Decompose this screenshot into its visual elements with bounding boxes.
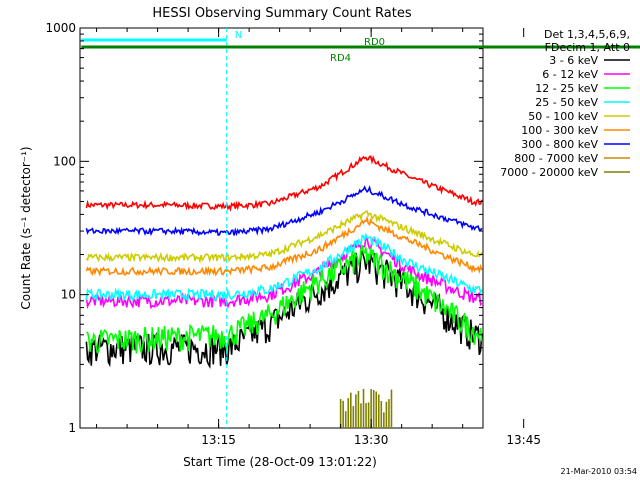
legend-label: 50 - 100 keV — [528, 110, 598, 123]
series-line-2 — [85, 236, 483, 310]
series-layer — [85, 155, 483, 428]
legend-header-line: Det 1,3,4,5,6,9, — [544, 28, 630, 41]
chart-title: HESSI Observing Summary Count Rates — [152, 6, 411, 21]
series-line-7 — [85, 185, 483, 237]
marker-layer: N RD0 RD4 — [81, 28, 640, 428]
y-tick-label: 1 — [68, 421, 76, 435]
x-tick-label: 13:45 — [506, 433, 541, 447]
x-axis-label: Start Time (28-Oct-09 13:01:22) — [183, 455, 377, 469]
y-tick-label: 1000 — [45, 21, 76, 35]
mode-bar-label: N — [235, 30, 242, 41]
footer-timestamp: 21-Mar-2010 03:54 — [561, 467, 638, 476]
legend: Det 1,3,4,5,6,9,FDecim 1, Att 03 - 6 keV… — [500, 28, 630, 179]
plot-frame — [79, 27, 484, 429]
legend-label: 25 - 50 keV — [535, 96, 598, 109]
legend-label: 6 - 12 keV — [542, 68, 598, 81]
legend-label: 800 - 7000 keV — [514, 152, 598, 165]
legend-header-line: FDecim 1, Att 0 — [545, 41, 630, 54]
legend-label: 300 - 800 keV — [521, 138, 598, 151]
x-tick-label: 13:30 — [354, 433, 389, 447]
y-tick-label: 100 — [53, 154, 76, 168]
legend-label: 100 - 300 keV — [521, 124, 598, 137]
series-line-3 — [86, 244, 483, 354]
legend-label: 3 - 6 keV — [549, 54, 598, 67]
legend-label: 12 - 25 keV — [535, 82, 598, 95]
mode-bar-label: RD4 — [330, 53, 351, 64]
series-line-6 — [85, 215, 483, 277]
series-line-4 — [85, 232, 483, 303]
y-axis-label: Count Rate (s⁻¹ detector⁻¹) — [19, 146, 33, 309]
mode-bar-label: RD0 — [364, 37, 385, 48]
x-tick-label: 13:15 — [201, 433, 236, 447]
series-line-red — [85, 155, 483, 212]
legend-label: 7000 - 20000 keV — [500, 166, 598, 179]
y-tick-label: 10 — [61, 288, 76, 302]
series-line-5 — [85, 210, 483, 264]
